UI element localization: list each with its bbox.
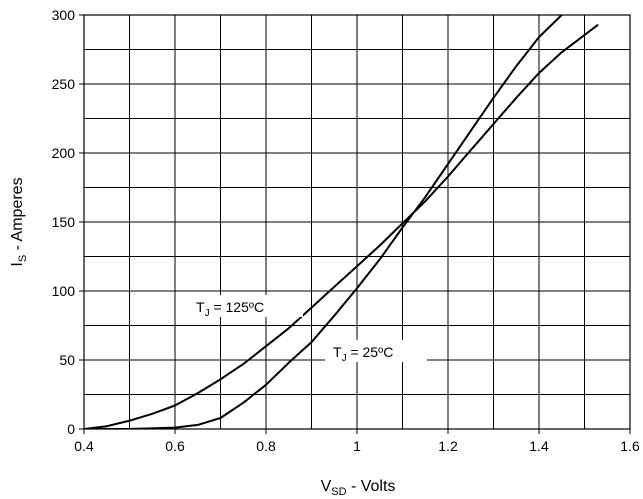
y-tick-label: 200	[52, 145, 76, 161]
y-tick-label: 0	[67, 421, 75, 437]
svg-text:TJ = 125ºC: TJ = 125ºC	[196, 299, 264, 319]
x-tick-label: 1	[353, 438, 361, 454]
y-tick-label: 250	[52, 76, 76, 92]
y-axis-title: IS - Amperes	[9, 177, 29, 266]
series-labels: TJ = 125ºC TJ = 25ºC	[188, 295, 427, 364]
tick-labels: 0.4 0.6 0.8 1 1.2 1.4 1.6 0 50 100 150 200 250 300	[52, 7, 640, 454]
x-tick-label: 0.6	[165, 438, 185, 454]
x-tick-label: 0.4	[74, 438, 94, 454]
x-tick-label: 1.4	[529, 438, 549, 454]
x-tick-label: 0.8	[256, 438, 276, 454]
series-label-25c: TJ = 25ºC	[325, 340, 427, 364]
y-tick-label: 150	[52, 214, 76, 230]
x-tick-label: 1.2	[438, 438, 458, 454]
series-line-125c	[84, 23, 599, 429]
svg-text:TJ = 25ºC: TJ = 25ºC	[333, 344, 393, 364]
y-tick-label: 50	[59, 352, 75, 368]
y-tick-label: 300	[52, 7, 76, 23]
series-layer	[84, 15, 599, 429]
x-tick-label: 1.6	[620, 438, 640, 454]
series-line-25c	[84, 15, 563, 429]
x-axis-title: VSD - Volts	[321, 478, 396, 498]
series-label-125c: TJ = 125ºC	[188, 295, 303, 319]
grid	[83, 14, 631, 430]
y-tick-label: 100	[52, 283, 76, 299]
